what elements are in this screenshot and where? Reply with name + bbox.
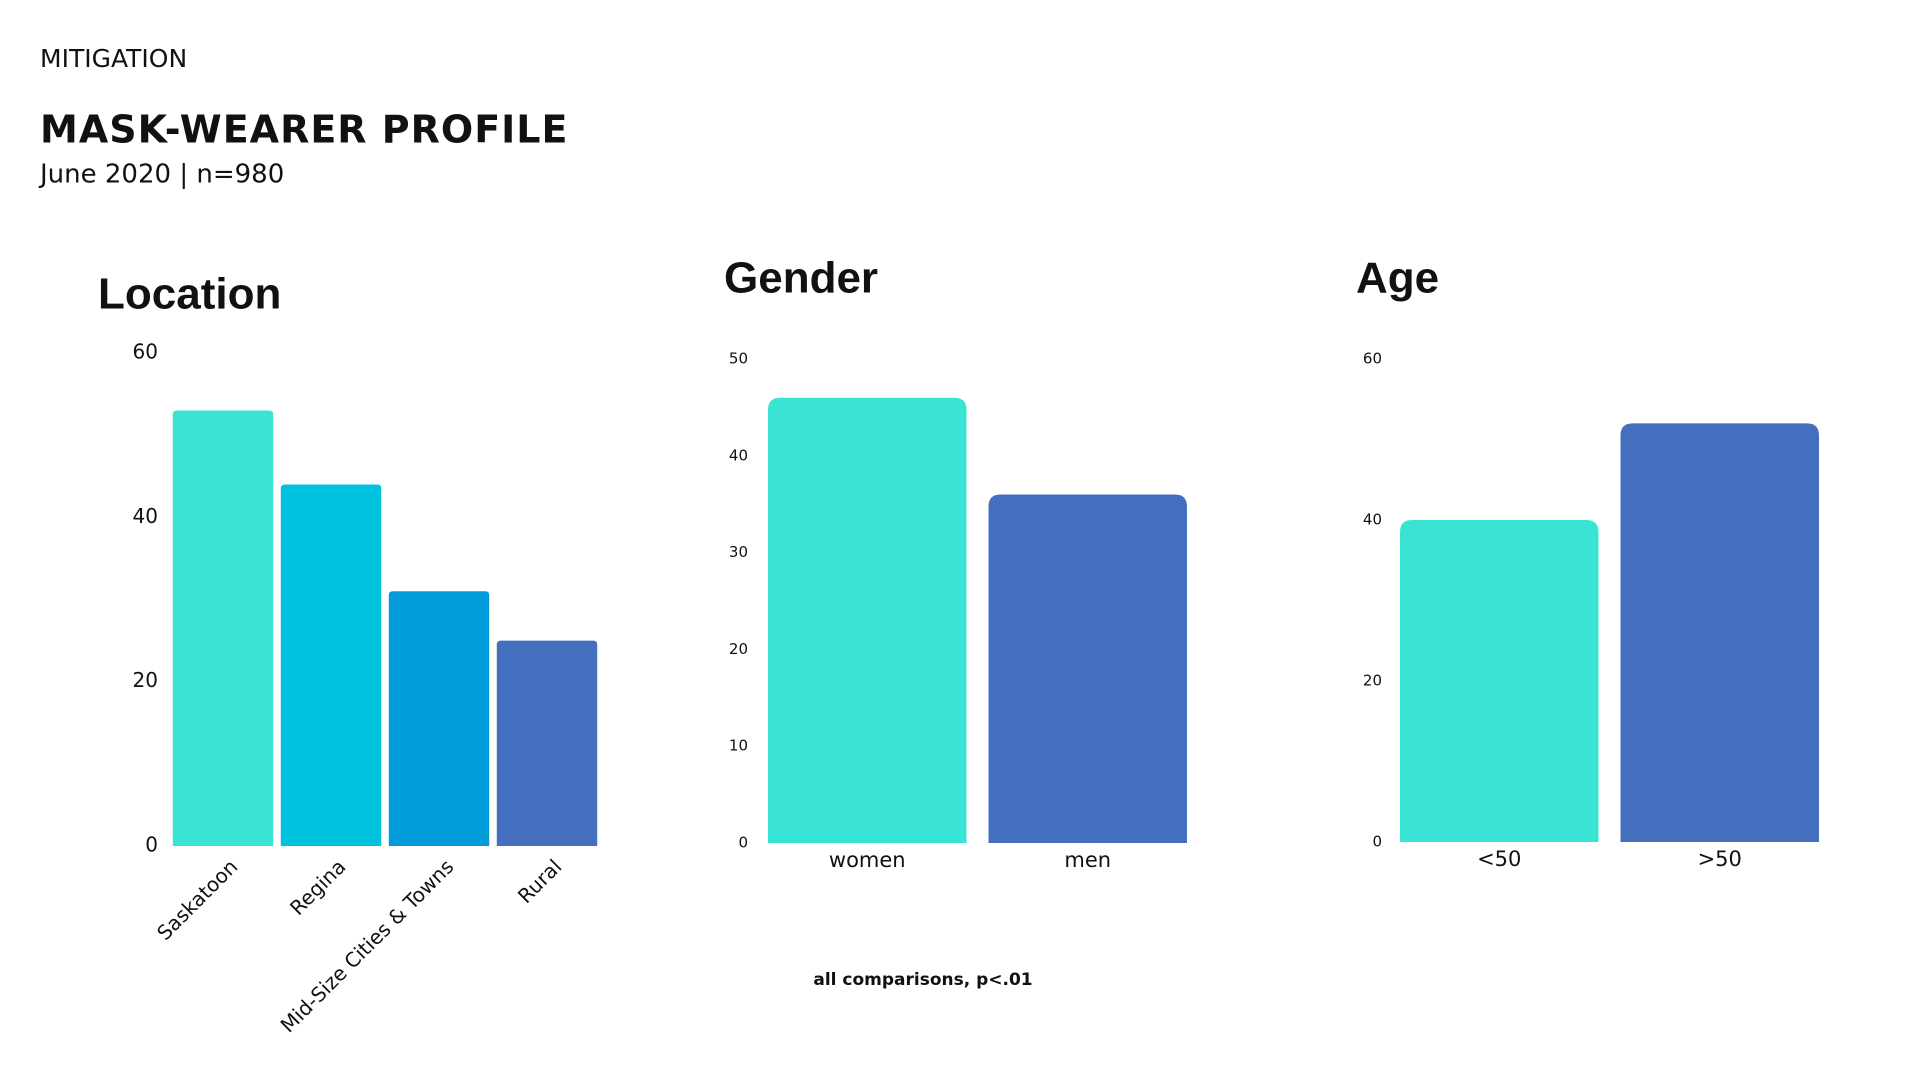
- x-tick-label: Mid-Size Cities & Towns: [276, 854, 459, 1037]
- bar: [280, 484, 382, 846]
- y-tick-label: 60: [133, 340, 158, 364]
- x-tick-label: <50: [1477, 847, 1521, 871]
- y-tick-label: 30: [729, 543, 748, 561]
- bar: [388, 591, 490, 846]
- y-tick-label: 40: [1363, 511, 1382, 529]
- bar: [496, 640, 598, 846]
- bar-chart: Gender 0 10 20 30 40 50 women men: [724, 254, 1187, 872]
- bar: [172, 410, 274, 846]
- x-tick-label: >50: [1698, 847, 1742, 871]
- bar: [1620, 423, 1819, 842]
- y-tick-label: 60: [1363, 350, 1382, 368]
- bar-chart: Age 0 20 40 60 <50 >50: [1356, 254, 1819, 871]
- x-tick-label: Rural: [513, 854, 567, 908]
- y-tick-label: 20: [729, 640, 748, 658]
- y-tick-label: 0: [1372, 833, 1382, 851]
- bar: [988, 494, 1187, 843]
- x-tick-label: men: [1064, 848, 1111, 872]
- footnote: all comparisons, p<.01: [813, 970, 1032, 990]
- section-label: MITIGATION: [40, 44, 187, 73]
- chart-title: Gender: [724, 254, 878, 303]
- y-tick-label: 10: [729, 737, 748, 755]
- subtitle: June 2020 | n=980: [38, 160, 284, 190]
- y-tick-label: 40: [133, 504, 158, 528]
- y-tick-label: 50: [729, 350, 748, 368]
- page-title: MASK-WEARER PROFILE: [40, 108, 568, 152]
- x-tick-label: women: [829, 848, 906, 872]
- x-tick-label: Regina: [285, 854, 350, 919]
- y-tick-label: 0: [145, 833, 158, 857]
- y-tick-label: 40: [729, 446, 748, 464]
- chart-title: Age: [1356, 254, 1439, 303]
- x-tick-label: Saskatoon: [152, 854, 242, 944]
- y-tick-label: 20: [1363, 672, 1382, 690]
- bar: [1400, 520, 1599, 842]
- y-tick-label: 0: [738, 834, 748, 852]
- chart-title: Location: [98, 270, 281, 319]
- bar: [768, 397, 967, 843]
- y-tick-label: 20: [133, 668, 158, 692]
